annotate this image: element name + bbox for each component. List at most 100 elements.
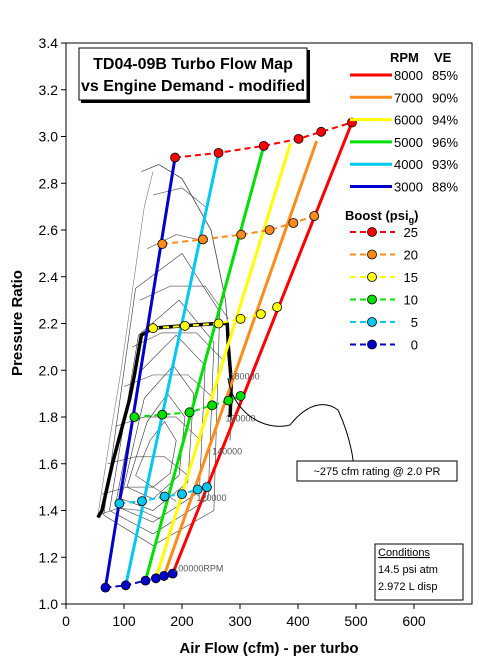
legend-ve-label-4000: 93% xyxy=(432,157,458,172)
legend-boost-marker-15 xyxy=(367,272,377,282)
boost-point-5 xyxy=(159,491,170,502)
map-speed-label: 160000 xyxy=(226,414,256,424)
y-tick-label: 3.2 xyxy=(39,82,59,98)
legend-boost-header-close: ) xyxy=(414,208,418,223)
annotation-box xyxy=(296,460,458,482)
boost-point-10 xyxy=(235,391,246,401)
map-speed-label: 120000 xyxy=(197,493,227,503)
map-speed-line xyxy=(152,187,206,207)
map-efficiency-island xyxy=(120,365,194,511)
legend-boost-header-sub: g xyxy=(409,215,415,225)
map-efficiency-island xyxy=(135,421,177,488)
annotation-leader-line xyxy=(227,377,354,464)
map-speed-label: 180000 xyxy=(230,372,260,382)
title-box xyxy=(78,47,308,101)
legend-boost-label-25: 25 xyxy=(404,225,418,240)
legend-rpm-label-3000: 3000 xyxy=(394,180,423,195)
boost-point-5 xyxy=(114,498,125,509)
boost-point-0 xyxy=(140,575,151,586)
boost-point-20 xyxy=(309,211,320,221)
x-tick-label: 200 xyxy=(170,613,194,629)
data-points-group xyxy=(100,117,357,593)
conditions-line1: 14.5 psi atm xyxy=(378,564,438,576)
y-tick-label: 1.8 xyxy=(39,409,59,425)
rpm-line-5000 xyxy=(144,145,266,582)
map-speed-labels: 180000 160000 140000 120000 100000RPM xyxy=(173,372,259,574)
y-tick-label: 1.6 xyxy=(39,456,59,472)
legend-rpm-label-5000: 5000 xyxy=(394,135,423,150)
y-axis-title: Pressure Ratio xyxy=(9,270,26,376)
boost-point-25 xyxy=(293,133,304,144)
title-box-shadow-bottom xyxy=(81,100,309,103)
boost-point-15 xyxy=(255,309,266,320)
x-tick-label: 0 xyxy=(62,613,70,629)
boost-point-10 xyxy=(129,412,140,422)
map-left-edge xyxy=(97,171,154,516)
x-tick-label: 400 xyxy=(286,613,310,629)
legend-boost-label-15: 15 xyxy=(404,270,418,285)
y-axis: 1.0 1.2 1.4 1.6 1.8 2.0 2.2 2.4 2.6 2.8 3.0 3.2 3.4 xyxy=(39,35,66,612)
y-tick-label: 2.4 xyxy=(39,269,59,285)
legend-rpm-label-4000: 4000 xyxy=(394,157,423,172)
boost-point-0 xyxy=(100,582,111,593)
x-tick-label: 500 xyxy=(344,613,368,629)
legend-boost-entries: 25 20 15 10 5 0 xyxy=(350,225,418,353)
legend-boost-marker-0 xyxy=(367,339,377,350)
legend-rpm-header: RPM xyxy=(390,50,419,65)
boost-point-0 xyxy=(120,580,131,591)
chart-title-line2: vs Engine Demand - modified xyxy=(81,78,305,95)
boost-point-10 xyxy=(207,400,218,411)
x-tick-label: 600 xyxy=(402,613,426,629)
y-tick-label: 1.2 xyxy=(39,549,59,565)
y-tick-label: 1.4 xyxy=(39,503,59,519)
rpm-line-4000 xyxy=(124,152,221,586)
legend-boost-label-20: 20 xyxy=(404,248,418,263)
annotation-text: ~275 cfm rating @ 2.0 PR xyxy=(313,466,440,478)
rpm-line-7000 xyxy=(162,140,318,577)
boost-point-15 xyxy=(235,313,246,324)
boost-point-10 xyxy=(223,395,234,406)
plot-frame xyxy=(65,42,473,605)
y-tick-label: 3.4 xyxy=(39,35,59,51)
boost-point-15 xyxy=(213,318,224,329)
map-speed-line xyxy=(97,507,162,521)
legend-boost-label-0: 0 xyxy=(411,338,418,353)
conditions-line2: 2.972 L disp xyxy=(378,581,438,593)
boost-point-0 xyxy=(159,571,169,581)
boost-point-25 xyxy=(170,152,180,163)
boost-point-0 xyxy=(167,568,178,579)
map-speed-label: 100000RPM xyxy=(173,563,223,573)
legend-boost-marker-5 xyxy=(367,317,377,327)
boost-point-25 xyxy=(258,140,269,151)
boost-point-20 xyxy=(197,234,208,245)
boost-point-20 xyxy=(157,239,168,249)
legend-boost-header-text: Boost (psi xyxy=(345,208,409,223)
legend-ve-label-5000: 96% xyxy=(432,135,458,150)
legend-ve-label-3000: 88% xyxy=(432,180,458,195)
boost-point-5 xyxy=(137,496,147,507)
legend-boost-label-10: 10 xyxy=(404,293,418,308)
boost-point-0 xyxy=(150,573,161,584)
legend-boost-marker-20 xyxy=(367,249,377,260)
x-axis-title: Air Flow (cfm) - per turbo xyxy=(179,640,358,657)
boost-point-25 xyxy=(213,147,224,158)
chart-title-line1: TD04-09B Turbo Flow Map xyxy=(93,56,293,73)
boost-point-25 xyxy=(316,126,327,137)
boost-point-20 xyxy=(236,229,247,240)
legend-rpm-entries: 8000 85% 7000 90% 6000 94% 5000 96% 4000 93% 3000 8… xyxy=(350,68,458,195)
boost-point-20 xyxy=(264,225,275,235)
legend-rpm-label-6000: 6000 xyxy=(394,113,423,128)
boost-point-15 xyxy=(148,323,158,334)
map-speed-label: 140000 xyxy=(212,446,242,456)
boost-point-15 xyxy=(272,302,283,313)
rpm-line-6000 xyxy=(154,143,292,579)
legend-ve-label-8000: 85% xyxy=(432,68,458,83)
boost-point-15 xyxy=(179,320,190,331)
map-speed-line xyxy=(140,285,229,320)
x-tick-label: 300 xyxy=(228,613,252,629)
legend-boost-marker-25 xyxy=(367,227,377,237)
rpm-lines-group xyxy=(103,121,354,588)
x-tick-label: 100 xyxy=(112,613,136,629)
